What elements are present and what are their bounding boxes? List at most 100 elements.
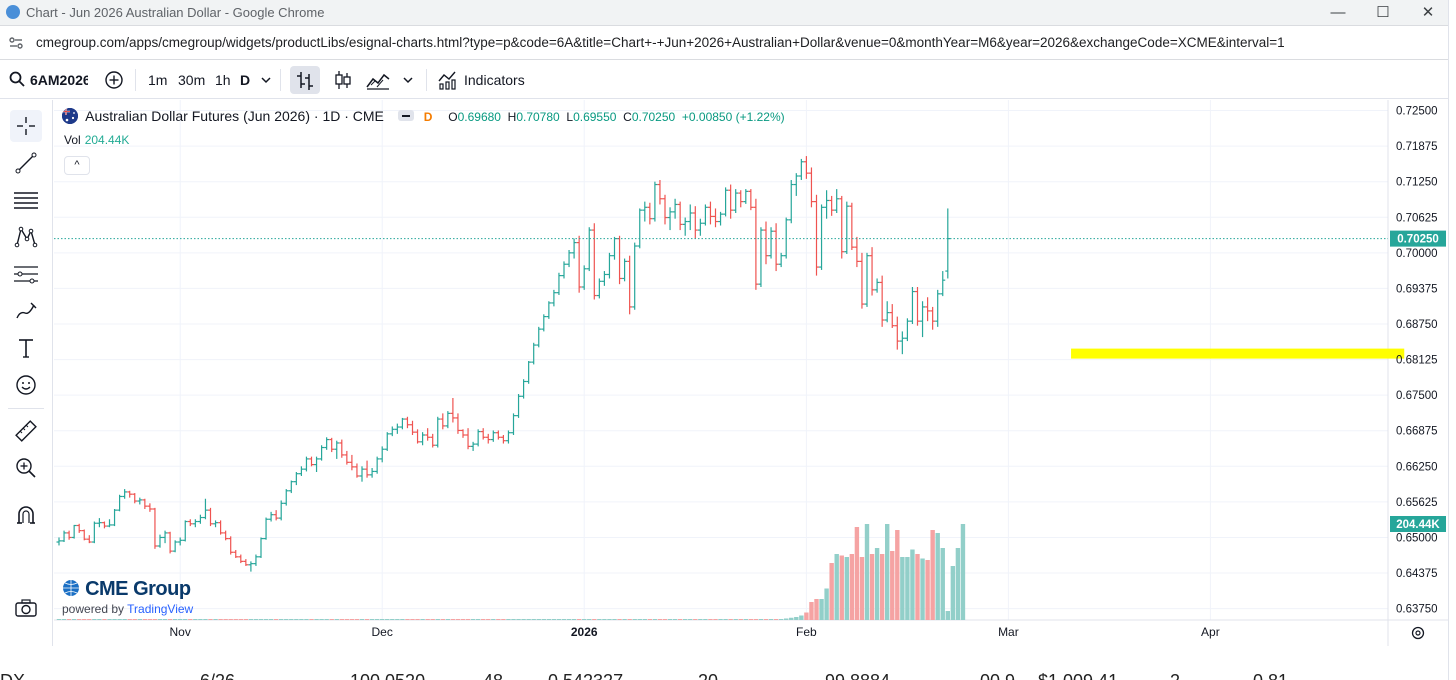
interval-1h[interactable]: 1h — [215, 72, 231, 88]
minimize-button[interactable]: — — [1330, 4, 1346, 21]
toolbar-divider — [135, 69, 136, 91]
volume-bar — [723, 619, 728, 620]
ohlc-bar — [839, 195, 845, 259]
horizontal-lines-icon[interactable] — [10, 184, 42, 216]
volume-bar — [869, 554, 875, 620]
interval-d[interactable]: D — [240, 72, 251, 88]
price-tick-label: 0.64375 — [1396, 568, 1438, 580]
volume-bar — [268, 619, 274, 620]
volume-bar — [501, 619, 506, 620]
volume-bar — [289, 619, 294, 620]
volume-bar — [905, 557, 910, 620]
ohlc-bar — [612, 236, 617, 260]
minus-toggle[interactable] — [397, 110, 414, 121]
url-text[interactable]: cmegroup.com/apps/cmegroup/widgets/produ… — [36, 35, 1285, 50]
bar-style-icon[interactable] — [290, 66, 320, 94]
ohlc-bar — [511, 413, 516, 435]
trend-line-icon[interactable] — [10, 147, 42, 179]
ohlc-bar — [263, 517, 269, 540]
volume-bar — [87, 619, 92, 620]
candle-style-icon[interactable] — [333, 69, 353, 91]
volume-bar — [395, 619, 400, 620]
ruler-icon[interactable] — [10, 415, 42, 447]
volume-bar — [753, 619, 759, 620]
ohlc-bar — [243, 559, 249, 566]
volume-bar — [587, 619, 592, 620]
ohlc-bar — [384, 432, 390, 451]
ohlc-bar — [364, 460, 370, 478]
close-button[interactable]: ✕ — [1421, 4, 1435, 21]
ohlc-bar — [505, 430, 511, 444]
emoji-icon[interactable] — [10, 369, 42, 401]
ohlc-bar — [566, 250, 572, 268]
volume-bar — [950, 566, 956, 620]
volume-bar — [188, 619, 193, 620]
volume-bar — [450, 619, 456, 620]
text-icon[interactable] — [10, 332, 42, 364]
volume-bar — [890, 551, 895, 620]
volume-bar — [637, 619, 642, 620]
ohlc-bar — [394, 423, 400, 434]
chevron-down-icon[interactable] — [402, 70, 414, 92]
symbol-input[interactable] — [30, 72, 88, 88]
ohlc-bar — [687, 204, 693, 231]
maximize-button[interactable]: ☐ — [1376, 4, 1390, 21]
ohlc-bar — [182, 520, 188, 542]
crosshair-icon[interactable] — [10, 110, 42, 142]
chart-area[interactable]: 0.72500 0.71875 0.71250 0.70625 0.70000 0.693… — [54, 100, 1448, 646]
ohlc-bar — [606, 252, 612, 279]
volume-bar — [61, 619, 67, 620]
status-badge: D — [423, 110, 433, 124]
ohlc-bar — [925, 297, 931, 322]
cme-globe-icon — [63, 580, 79, 596]
volume-bar — [920, 558, 925, 620]
volume-bar — [864, 524, 870, 620]
ohlc-bar — [935, 289, 941, 327]
add-symbol-icon[interactable] — [104, 70, 124, 92]
volume-bar — [667, 619, 673, 620]
camera-icon[interactable] — [10, 592, 42, 624]
volume-bar — [955, 548, 961, 620]
ohlc-bar — [485, 433, 491, 444]
ohlc-bar — [692, 206, 698, 239]
ohlc-bar — [354, 463, 360, 478]
ohlc-bar — [586, 227, 592, 272]
indicators-button[interactable]: Indicators — [464, 72, 525, 88]
chevron-down-icon[interactable] — [260, 70, 272, 92]
search-icon[interactable] — [8, 70, 26, 92]
fib-icon[interactable] — [10, 258, 42, 290]
volume-bar — [885, 524, 890, 620]
pattern-icon[interactable] — [10, 221, 42, 253]
price-chart[interactable]: 0.72500 0.71875 0.71250 0.70625 0.70000 0.693… — [54, 100, 1448, 646]
volume-bar — [516, 619, 521, 620]
ohlc-bar — [697, 218, 703, 236]
ohlc-bar — [915, 287, 920, 326]
ohlc-bar — [107, 519, 112, 528]
indicators-icon[interactable] — [437, 69, 459, 91]
volume-bar — [172, 619, 178, 620]
ohlc-bar — [389, 426, 395, 437]
time-tick-label: Apr — [1201, 625, 1220, 639]
collapse-legend-button[interactable]: ^ — [64, 156, 90, 175]
area-style-icon[interactable] — [365, 69, 391, 91]
drawing-toolbar — [0, 100, 53, 646]
ohlc-bar — [652, 181, 658, 222]
price-tick-label: 0.69375 — [1396, 283, 1438, 295]
interval-1m[interactable]: 1m — [148, 72, 168, 88]
ohlc-bar — [788, 179, 794, 224]
volume-bar — [778, 619, 784, 620]
ohlc-bar — [238, 554, 244, 564]
powered-by: powered by TradingView — [62, 602, 194, 616]
site-info-icon[interactable] — [8, 35, 24, 51]
cme-logo[interactable]: CME Group powered by TradingView — [62, 578, 193, 616]
zoom-in-icon[interactable] — [10, 452, 42, 484]
interval-30m[interactable]: 30m — [178, 72, 206, 88]
brush-icon[interactable] — [10, 295, 42, 327]
ohlc-bar — [814, 194, 819, 276]
volume-bar — [324, 619, 329, 620]
ohlc-bar — [475, 429, 481, 447]
volume-bar — [228, 619, 233, 620]
ohlc-bar — [556, 272, 562, 295]
ohlc-bar — [601, 271, 607, 286]
magnet-icon[interactable] — [10, 499, 42, 531]
